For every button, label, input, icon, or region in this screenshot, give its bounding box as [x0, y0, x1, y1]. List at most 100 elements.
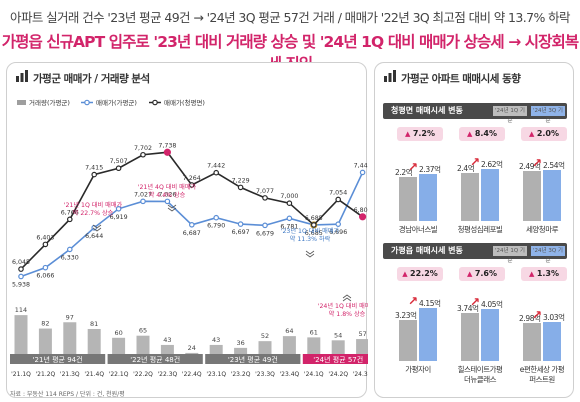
volume-label: 60 [114, 329, 122, 337]
chevron-down-icon [305, 250, 315, 258]
volume-label: 43 [163, 336, 171, 344]
gapyeong-price-point [262, 222, 268, 229]
chevron-up-icon [342, 294, 352, 302]
volume-label: 97 [66, 313, 74, 321]
gapyeong-price-point [189, 221, 195, 228]
section-legend: '24년 1Q 기준 [493, 246, 527, 264]
header-line-1: 아파트 실거래 건수 '23년 평균 49건 → '24년 3Q 평균 57건 … [10, 10, 570, 25]
before-value: 2.98억 [519, 314, 541, 324]
volume-label: 54 [334, 331, 342, 339]
period-average-label: '23년 평균 49건 [228, 355, 278, 364]
chevron-down-icon [167, 204, 177, 212]
gapyeong-price-label: 6,644 [85, 233, 103, 240]
gapyeong-price-label: 6,687 [183, 230, 201, 237]
complex-name: 세양청마루 [526, 225, 559, 234]
price-volume-panel: 가평군 매매가 / 거래량 분석 거래량(가평군) 매매가(가평군) 매매가(청평면… [6, 62, 368, 398]
rise-arrow-icon: ↗ [408, 294, 419, 309]
complex-name: 가평자이 [405, 365, 431, 374]
up-triangle-icon: ▲ [404, 130, 413, 138]
up-triangle-icon: ▲ [528, 130, 537, 138]
cheongpyeong-price-label: 6,045 [12, 259, 30, 266]
gapyeong-price-point [213, 214, 220, 221]
legend-label: 매매가(청평면) [164, 98, 205, 107]
x-tick-label: '23.3Q [255, 371, 275, 378]
change-value: 22.2% [410, 269, 438, 278]
period-average-label: '24년 평균 57건 [313, 355, 363, 364]
period-average-label: '22년 평균 48건 [130, 355, 180, 364]
up-triangle-icon: ▲ [402, 270, 411, 278]
change-value: 1.3% [536, 269, 559, 278]
gapyeong-price-point [140, 198, 146, 205]
volume-label: 64 [285, 327, 293, 335]
cheongpyeong-price-point [335, 196, 342, 203]
cheongpyeong-price-label: 6,766 [61, 209, 79, 216]
complex-name: e편한세상 가평 퍼스트원 [519, 365, 565, 384]
period-average-label: '21년 평균 94건 [33, 355, 83, 364]
x-tick-label: '24.2Q [328, 371, 348, 378]
section-title: 가평읍 매매시세 변동 [391, 246, 463, 255]
x-tick-label: '24.1Q [304, 371, 324, 378]
gapyeong-price-point [335, 221, 342, 227]
after-value: 4.15억 [419, 299, 441, 309]
gapyeong-price-label: 6,790 [207, 223, 225, 230]
before-value: 3.23억 [395, 310, 417, 320]
cheongpyeong-price-label: 7,077 [256, 188, 274, 195]
after-value: 2.54억 [543, 161, 565, 171]
change-badge: ▲ 7.2% [397, 127, 443, 141]
cheongpyeong-price-point [115, 165, 122, 172]
x-tick-label: '23.2Q [231, 371, 251, 378]
section-legend: '24년 1Q 기준 [493, 106, 527, 124]
change-badge: ▲ 22.2% [397, 267, 443, 281]
volume-bar [356, 339, 368, 363]
complex-name: 경남아너스빌 [398, 225, 438, 234]
gapyeong-price-label: 6,781 [280, 223, 298, 230]
combo-chart: 거래량(가평군) 매매가(가평군) 매매가(청평면) 114 82 97 81 60 65 43 2… [10, 98, 368, 378]
cheongpyeong-price-label: 7,442 [207, 163, 225, 170]
gapyeong-price-label: 6,685 [305, 230, 323, 237]
after-bar [481, 168, 499, 221]
gapyeong-price-label: 6,696 [329, 229, 347, 236]
gapyeong-price-label: 6,330 [61, 254, 79, 261]
gapyeong-price-label: 6,697 [232, 229, 250, 236]
up-triangle-icon: ▲ [466, 270, 475, 278]
section-legend: '24년 3Q 기준 [531, 246, 565, 264]
source-note: 자료 : 부동산 114 REPS / 단위 : 건, 천원/평 [10, 391, 125, 398]
change-value: 7.2% [412, 129, 435, 138]
annotation-text: 약 1.8% 상승 [329, 310, 366, 318]
change-badge: ▲ 7.6% [459, 267, 505, 281]
gapyeong-price-label: 6,066 [36, 273, 54, 280]
cheongpyeong-price-point [140, 151, 146, 158]
x-tick-label: '23.1Q [206, 371, 226, 378]
volume-label: 52 [261, 332, 269, 340]
before-value: 3.74억 [457, 304, 479, 314]
cheongpyeong-price-label: 7,507 [110, 158, 128, 165]
section-legend: '24년 3Q 기준 [531, 106, 565, 124]
gapyeong-price-point [164, 198, 171, 205]
change-badge: ▲ 2.0% [521, 127, 567, 141]
gapyeong-price-label: 7,026 [158, 191, 176, 198]
cheongpyeong-price-point [262, 195, 268, 201]
cheongpyeong-price-label: 6,685 [305, 215, 323, 222]
complex-name: 힐스테이트가평 더뉴클래스 [457, 365, 503, 384]
after-bar [419, 173, 437, 221]
cheongpyeong-price-label: 7,415 [85, 165, 103, 172]
change-value: 8.4% [474, 129, 497, 138]
before-bar [523, 323, 541, 361]
section-header: 가평읍 매매시세 변동 '24년 1Q 기준 '24년 3Q 기준 [383, 243, 567, 264]
before-value: 2.2억 [395, 168, 413, 177]
gapyeong-price-point [286, 215, 293, 222]
cheongpyeong-price-label: 7,702 [134, 145, 152, 152]
complex-name: 청평성심레포빌 [457, 225, 503, 234]
before-bar [399, 177, 417, 221]
x-tick-label: '24.3Q [353, 371, 368, 378]
volume-label: 36 [236, 339, 244, 347]
volume-label: 24 [188, 344, 196, 352]
gapyeong-price-point [115, 205, 122, 212]
cheongpyeong-price-point [286, 200, 293, 207]
cheongpyeong-price-label: 7,000 [280, 193, 298, 200]
cheongpyeong-price-label: 7,738 [158, 142, 176, 149]
cheongpyeong-price-label: 6,803 [354, 207, 368, 214]
cheongpyeong-price-label: 7,264 [183, 175, 201, 182]
legend-marker [152, 99, 158, 106]
legend-label: 매매가(가평군) [96, 98, 137, 107]
